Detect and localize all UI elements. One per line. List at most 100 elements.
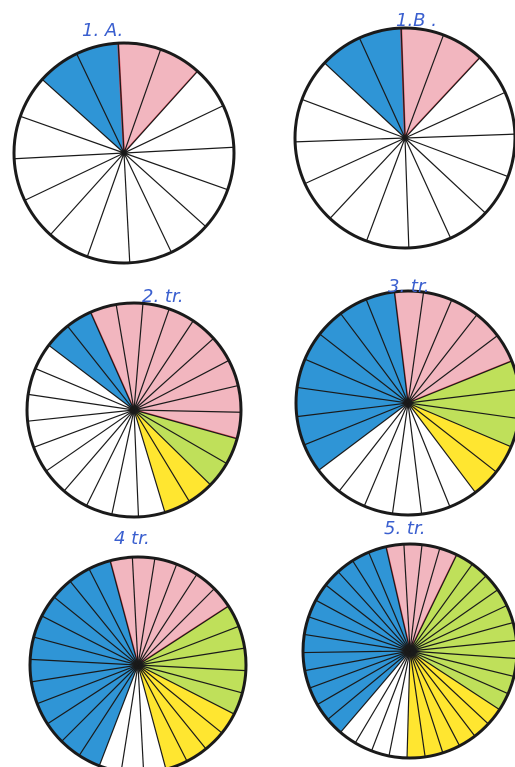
slice-line xyxy=(20,115,125,154)
slice-line xyxy=(409,548,441,652)
slice-line xyxy=(36,664,139,705)
segment-white xyxy=(13,71,234,264)
slice-line xyxy=(409,554,458,652)
slice-line xyxy=(325,584,411,652)
slice-line xyxy=(358,37,406,139)
pie-label-1a: 1. A. xyxy=(82,20,123,41)
slice-line xyxy=(365,137,406,242)
slice-line xyxy=(137,664,235,715)
slice-line xyxy=(329,137,406,219)
slice-line xyxy=(304,633,411,652)
slice-line xyxy=(340,650,411,733)
slice-line xyxy=(304,358,409,404)
slice-line xyxy=(409,563,473,652)
slice-line xyxy=(137,563,178,666)
slice-line xyxy=(133,308,170,411)
pie-5 xyxy=(28,555,248,767)
segment-white xyxy=(26,345,165,517)
slice-line xyxy=(123,152,228,191)
slice-line xyxy=(88,568,139,666)
slice-line xyxy=(409,650,444,754)
slice-line xyxy=(296,402,409,418)
slice-line xyxy=(123,152,172,253)
slice-line xyxy=(131,557,139,666)
pie-2 xyxy=(293,26,515,250)
segment-white xyxy=(99,665,166,767)
slice-line xyxy=(133,409,166,513)
segment-green xyxy=(410,554,515,710)
slice-line xyxy=(121,664,139,767)
slice-line xyxy=(338,402,409,492)
slice-line xyxy=(368,552,411,652)
pie-6 xyxy=(301,542,515,760)
segment-blue xyxy=(303,546,410,733)
slice-line xyxy=(409,544,423,652)
slice-line xyxy=(409,650,426,758)
pie-label-4: 4 tr. xyxy=(114,528,150,549)
slice-line xyxy=(315,599,411,652)
slice-line xyxy=(35,367,135,411)
slice-line xyxy=(137,664,246,672)
pie-outline xyxy=(28,555,248,767)
slice-line xyxy=(308,616,411,652)
slice-line xyxy=(61,664,139,742)
slice-line xyxy=(117,43,125,154)
pie-3 xyxy=(25,301,243,519)
segment-yellow xyxy=(138,665,235,767)
pie-4 xyxy=(294,289,515,517)
slice-line xyxy=(137,558,156,666)
slice-line xyxy=(137,664,223,734)
slice-line xyxy=(409,650,515,659)
slice-line xyxy=(409,589,499,652)
slice-line xyxy=(137,664,243,694)
slice-line xyxy=(63,409,135,492)
slice-line xyxy=(24,152,125,201)
slice-line xyxy=(137,605,229,666)
slice-line xyxy=(352,560,411,652)
pie-label-3: 3. tr. xyxy=(388,276,429,297)
segment-green xyxy=(408,361,515,447)
slice-line xyxy=(303,650,411,654)
slice-line xyxy=(30,658,139,666)
pie-outline xyxy=(12,41,236,265)
slice-line xyxy=(133,409,190,502)
slice-line xyxy=(133,337,214,411)
slice-line xyxy=(133,409,227,465)
slice-line xyxy=(404,137,509,178)
pie-label-5: 5. tr. xyxy=(384,518,425,539)
slice-line xyxy=(76,53,125,154)
slice-line xyxy=(409,650,500,711)
pie-outline xyxy=(301,542,515,760)
slice-line xyxy=(317,650,411,706)
slice-line xyxy=(133,409,238,440)
slice-line xyxy=(327,650,411,720)
slice-line xyxy=(137,574,198,666)
slice-line xyxy=(407,402,423,515)
slice-line xyxy=(133,320,194,411)
slice-line xyxy=(28,393,135,411)
slice-line xyxy=(137,647,245,666)
slice-line xyxy=(123,49,162,154)
slice-line xyxy=(109,560,139,666)
slice-line xyxy=(409,639,515,652)
slice-line xyxy=(14,152,125,160)
slice-line xyxy=(33,636,139,666)
segment-white xyxy=(318,403,476,515)
slice-line xyxy=(33,409,135,448)
slice-line xyxy=(388,650,411,757)
pie-label-2: 2. tr. xyxy=(142,286,183,307)
segment-green xyxy=(134,410,238,485)
slice-line xyxy=(41,615,139,666)
slice-line xyxy=(137,664,166,767)
slice-line xyxy=(295,137,406,143)
slice-line xyxy=(89,312,135,411)
slice-line xyxy=(404,137,410,248)
slice-line xyxy=(303,402,409,446)
slice-line xyxy=(409,650,515,678)
slice-line xyxy=(354,650,411,744)
slice-line xyxy=(407,314,478,404)
slice-line xyxy=(318,402,409,471)
slice-line xyxy=(409,621,514,652)
